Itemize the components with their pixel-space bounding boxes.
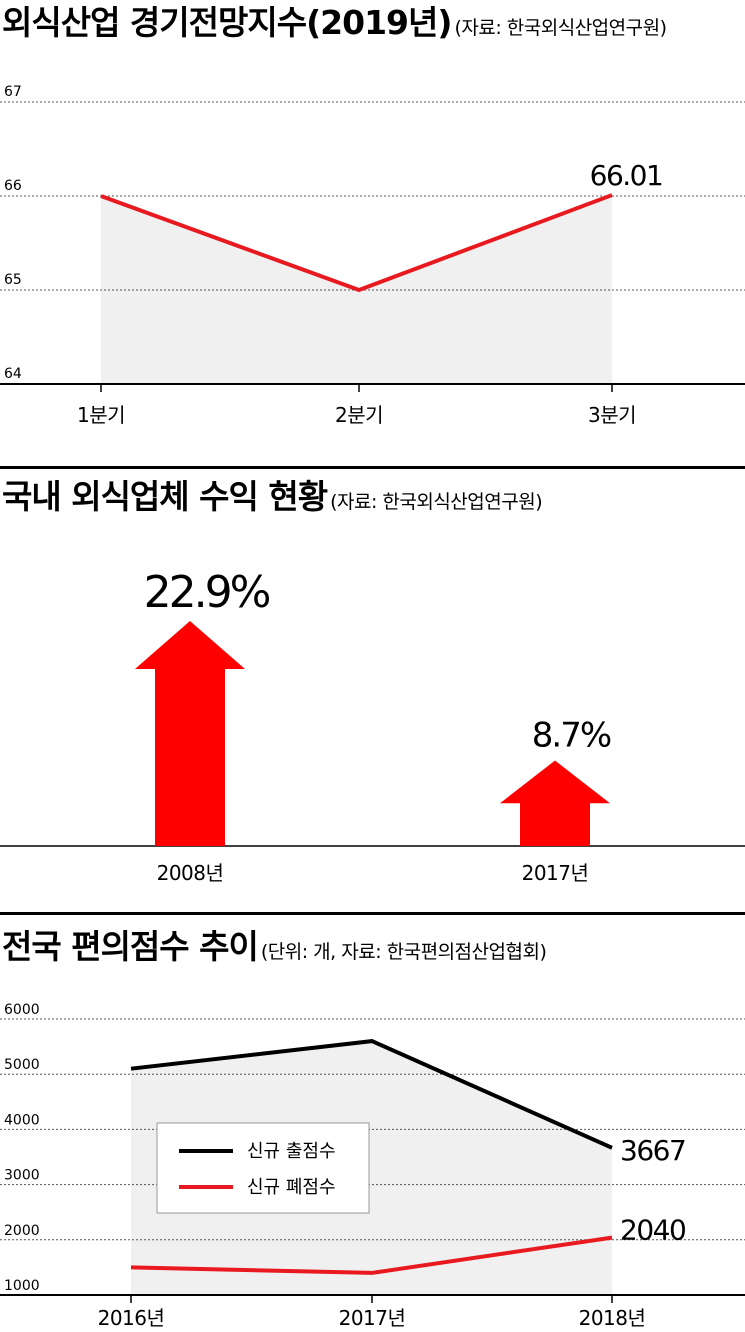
arrow-bar [135,621,245,846]
chart-panel-forecast-index: 외식산업 경기전망지수(2019년) (자료: 한국외식산업연구원) 64 65 66… [0,0,745,450]
panel-divider [0,912,745,915]
y-tick-label: 1000 [4,1278,40,1294]
end-label: 2040 [620,1214,685,1247]
arrow-bar [500,760,610,846]
chart-source-text: (자료: 한국외식산업연구원) [454,17,667,39]
chart-title-text: 전국 편의점수 추이 [2,927,259,966]
end-label: 3667 [620,1134,685,1167]
y-tick-label: 2000 [4,1223,40,1239]
data-label: 22.9% [144,567,270,618]
series-line [100,193,613,293]
y-tick-label: 67 [4,84,22,100]
x-tick-label: 2008년 [157,861,224,885]
chart-title-convenience-stores: 전국 편의점수 추이 (단위: 개, 자료: 한국편의점산업협회) [2,927,547,966]
y-tick-label: 6000 [4,1002,40,1018]
x-tick-label: 3분기 [588,403,636,427]
x-tick-label: 1분기 [77,403,125,427]
area-fill [131,1041,612,1295]
legend-box [156,1122,370,1214]
x-tick-label: 2018년 [579,1306,646,1330]
chart-title-profit-rate: 국내 외식업체 수익 현황 (자료: 한국외식산업연구원) [2,477,543,516]
arrow-bar-chart-profit-rate: 22.9% 2008년 8.7% 2017년 [0,567,745,885]
line-chart-forecast-index: 64 65 66 67 1분기 2분기 3분기 66.01 [0,84,745,427]
series-line [130,1039,613,1150]
chart-title-forecast-index: 외식산업 경기전망지수(2019년) (자료: 한국외식산업연구원) [2,6,667,39]
y-tick-label: 3000 [4,1168,40,1184]
series-line [130,1235,613,1275]
chart-title-text: 국내 외식업체 수익 현황 [2,477,328,516]
x-tick-label: 2분기 [335,403,383,427]
chart-panel-convenience-stores: 전국 편의점수 추이 (단위: 개, 자료: 한국편의점산업협회) 1000 200… [0,912,745,1332]
chart-title-text: 외식산업 경기전망지수(2019년) [2,3,452,42]
y-tick-label: 64 [4,366,22,382]
x-tick-label: 2016년 [98,1306,165,1330]
data-label: 66.01 [590,159,663,192]
legend-label: 신규 폐점수 [247,1177,336,1198]
line-chart-convenience-stores: 1000 2000 3000 4000 5000 6000 2016년 2017년 2018년 3… [0,1002,745,1330]
y-tick-label: 5000 [4,1057,40,1073]
chart-panel-profit-rate: 국내 외식업체 수익 현황 (자료: 한국외식산업연구원) 22.9% 2008년 8… [0,466,745,900]
panel-divider [0,466,745,469]
legend-label: 신규 출점수 [247,1141,336,1162]
data-label: 8.7% [532,716,611,756]
chart-source-text: (자료: 한국외식산업연구원) [330,491,543,513]
y-tick-label: 65 [4,272,22,288]
x-tick-label: 2017년 [522,861,589,885]
y-tick-label: 66 [4,178,22,194]
y-tick-label: 4000 [4,1112,40,1128]
x-tick-label: 2017년 [339,1306,406,1330]
chart-source-text: (단위: 개, 자료: 한국편의점산업협회) [260,941,547,963]
